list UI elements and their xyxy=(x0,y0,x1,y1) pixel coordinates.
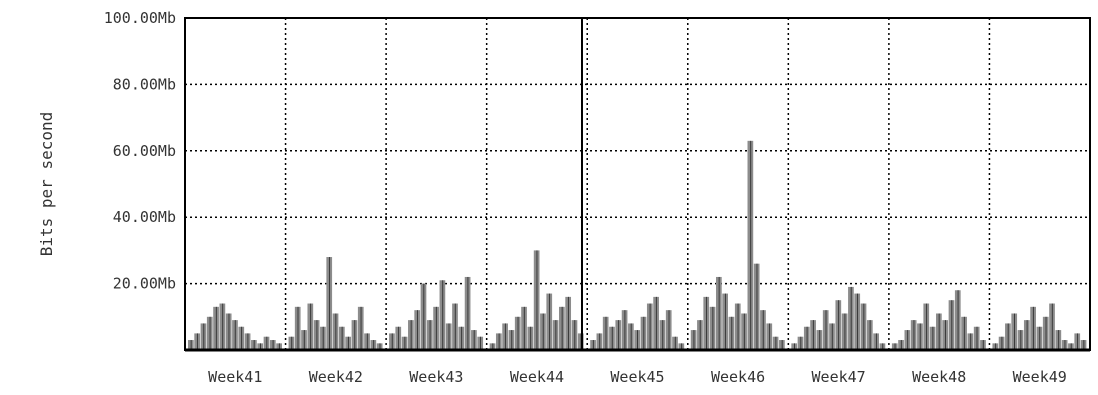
y-tick-label: 80.00Mb xyxy=(113,75,176,93)
x-tick-label: Week49 xyxy=(1013,368,1067,386)
x-tick-label: Week46 xyxy=(711,368,765,386)
x-tick-label: Week41 xyxy=(208,368,262,386)
y-tick-label: 20.00Mb xyxy=(113,275,176,293)
y-tick-label: 60.00Mb xyxy=(113,142,176,160)
x-axis-ticks: Week41 Week42 Week43 Week44 Week45 Week46 Week… xyxy=(208,368,1067,386)
y-axis-ticks: 20.00Mb 40.00Mb 60.00Mb 80.00Mb 100.00Mb xyxy=(104,9,176,293)
x-tick-label: Week47 xyxy=(812,368,866,386)
grid-lines xyxy=(185,18,1090,350)
x-tick-label: Week43 xyxy=(409,368,463,386)
x-tick-label: Week42 xyxy=(309,368,363,386)
y-tick-label: 100.00Mb xyxy=(104,9,176,27)
y-axis-label: Bits per second xyxy=(37,112,56,257)
x-tick-label: Week44 xyxy=(510,368,564,386)
plot-background xyxy=(185,18,1090,350)
x-tick-label: Week45 xyxy=(610,368,664,386)
series-area xyxy=(188,140,1087,350)
x-tick-label: Week48 xyxy=(912,368,966,386)
y-tick-label: 40.00Mb xyxy=(113,208,176,226)
